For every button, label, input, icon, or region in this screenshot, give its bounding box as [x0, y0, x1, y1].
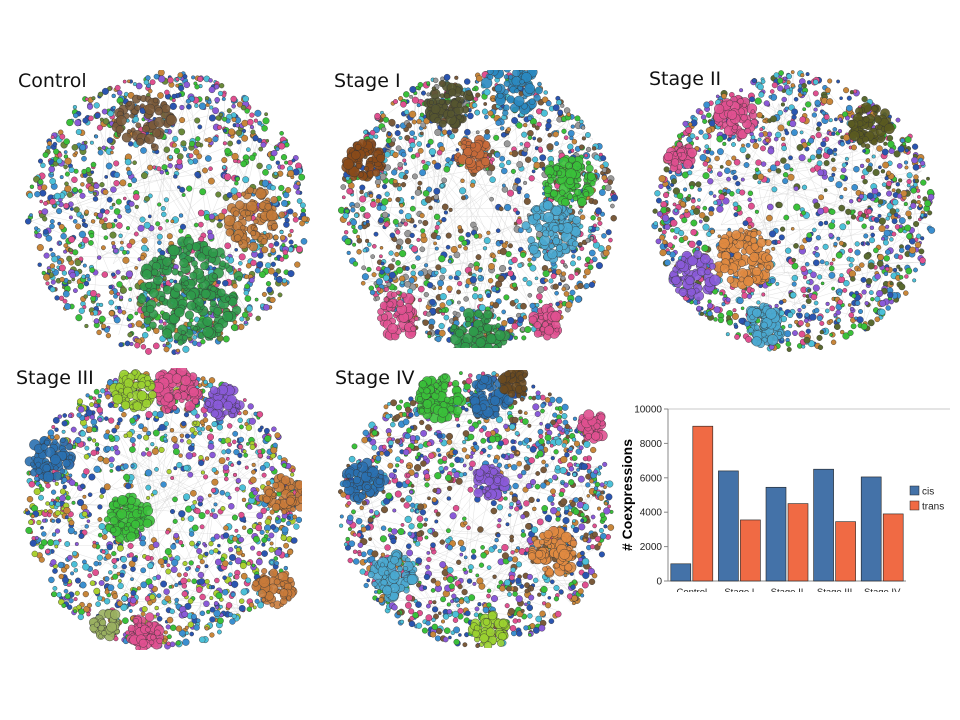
bar-trans-stage-ii [787, 503, 809, 582]
network-graph-stage-4 [338, 370, 615, 648]
bar-trans-stage-iii [835, 521, 856, 582]
network-graph-stage-3 [23, 368, 302, 650]
legend-label-trans: trans [922, 502, 944, 513]
bar-cis-stage-iv [860, 476, 882, 582]
panel-label-stage-2: Stage II [649, 68, 722, 90]
y-axis-label: # Coexpressions [619, 439, 635, 551]
panel-label-stage-3: Stage III [16, 367, 94, 389]
network-panel-stage-1 [337, 70, 619, 348]
x-tick-label: Stage I [724, 587, 754, 592]
coexpression-bar-chart: 0 2000 4000 6000 8000 10000 # Coexpressions Con… [619, 405, 950, 592]
x-tick-label: Stage IV [864, 587, 901, 592]
x-tick-label: Stage III [817, 587, 852, 592]
bar-cis-control [670, 563, 692, 582]
network-panel-stage-4 [337, 370, 615, 648]
network-graph-control [24, 70, 310, 355]
network-graph-stage-1 [338, 70, 619, 348]
y-tick-label: 8000 [640, 439, 663, 450]
panel-label-control: Control [18, 70, 87, 92]
bar-trans-stage-i [740, 519, 761, 582]
y-tick-label: 4000 [640, 508, 663, 519]
panel-label-stage-4: Stage IV [335, 367, 415, 389]
legend-swatch-cis [909, 485, 920, 496]
x-tick-label: Control [676, 587, 707, 592]
y-tick-label: 10000 [634, 405, 662, 416]
bar-trans-control [692, 425, 714, 582]
bar-trans-stage-iv [882, 513, 904, 582]
bar-cis-stage-ii [765, 486, 787, 582]
y-tick-label: 0 [656, 577, 662, 588]
bar-cis-stage-iii [813, 468, 834, 582]
network-graph-stage-2 [651, 70, 936, 353]
legend-swatch-trans [909, 500, 920, 511]
bar-cis-stage-i [718, 470, 739, 582]
y-tick-label: 6000 [640, 473, 663, 484]
y-tick-label: 2000 [640, 542, 663, 553]
network-panel-control [22, 70, 312, 355]
network-panel-stage-2 [651, 70, 936, 353]
legend-label-cis: cis [922, 487, 934, 498]
network-panel-stage-3 [22, 368, 302, 650]
panel-label-stage-1: Stage I [334, 70, 401, 92]
x-tick-label: Stage II [771, 587, 804, 592]
